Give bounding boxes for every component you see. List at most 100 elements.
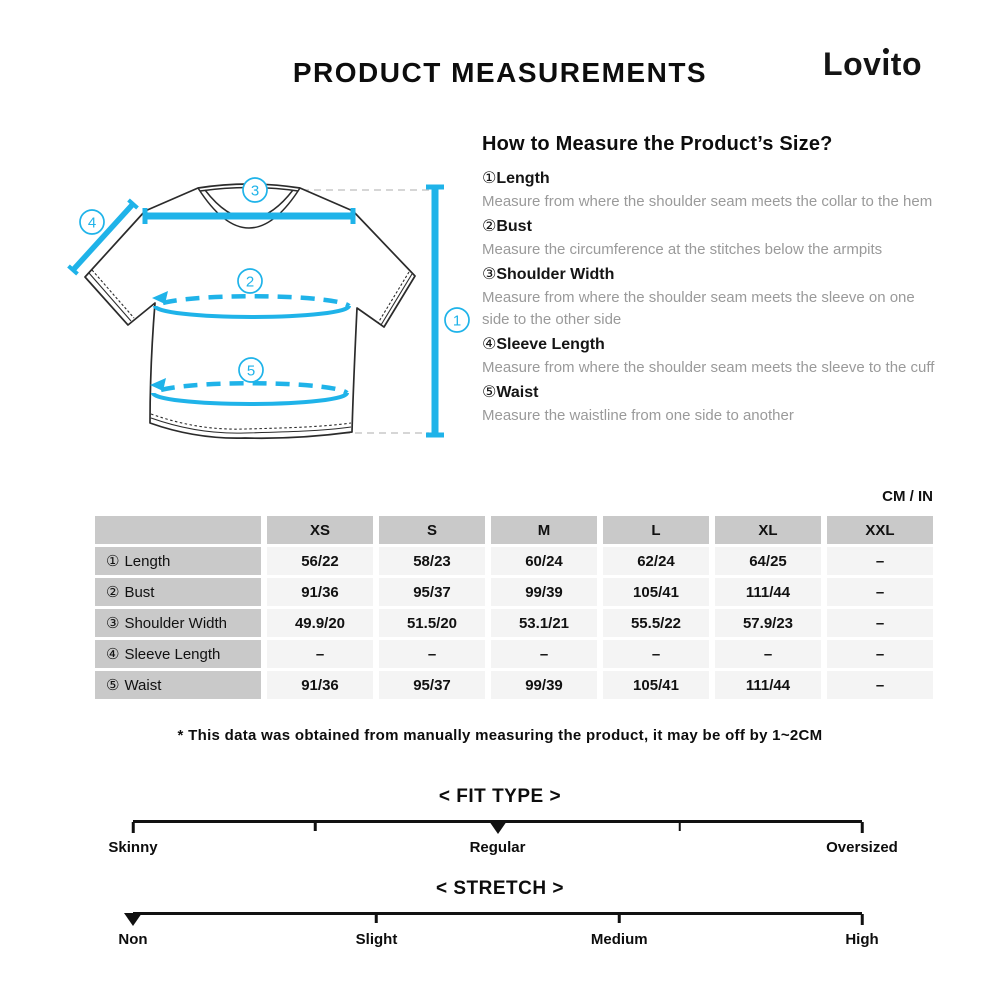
measure-item-waist: ⑤Waist Measure the waistline from one si… [482,381,944,427]
table-row-length: ① Length 56/22 58/23 60/24 62/24 64/25 – [95,547,933,575]
scale-label-slight: Slight [355,931,398,948]
column-header-s: S [379,516,485,544]
scale-label-non: Non [118,931,148,948]
unit-label: CM / IN [882,488,933,505]
scale-label-high: High [845,931,879,948]
shoulder-callout-number: 3 [251,183,259,200]
column-header-xs: XS [267,516,373,544]
measure-item-desc: Measure the waistline from one side to a… [482,407,794,424]
sleeve-length-line [67,198,139,276]
size-value-cell: 60/24 [491,547,597,575]
row-number: ⑤ [106,677,120,694]
scale-label-medium: Medium [590,931,648,948]
scale-tick [375,914,378,923]
diagram-callouts: 3 4 2 5 1 [79,177,470,383]
fit-type-title: < FIT TYPE > [438,786,562,807]
tshirt-outline [84,183,416,440]
measure-item-shoulder-width: ③Shoulder Width Measure from where the s… [482,263,944,331]
table-row-shoulder-width: ③ Shoulder Width 49.9/20 51.5/20 53.1/21 … [95,609,933,637]
size-table-container: XS S M L XL XXL ① Length 56/22 58/23 60/2… [89,513,939,702]
scale-tick [314,822,317,831]
measure-item-label: Sleeve Length [496,336,605,353]
row-label-text: Bust [124,584,155,601]
row-label-text: Sleeve Length [124,646,221,663]
table-row-bust: ② Bust 91/36 95/37 99/39 105/41 111/44 – [95,578,933,606]
measure-item-label: Bust [496,218,532,235]
scale-tick [617,914,621,923]
row-number: ② [106,584,120,601]
table-row-sleeve-length: ④ Sleeve Length – – – – – – [95,640,933,668]
page-title: PRODUCT MEASUREMENTS [292,57,708,88]
measure-item-sleeve-length: ④Sleeve Length Measure from where the sh… [482,333,944,379]
measure-item-desc: Measure from where the shoulder seam mee… [482,289,915,328]
row-label-text: Shoulder Width [124,615,228,632]
length-callout: 1 [444,307,470,333]
size-value-cell: 99/39 [491,671,597,699]
row-number: ④ [106,646,120,663]
shoulder-width-line [142,208,356,224]
fit-type-marker [488,821,507,834]
stretch-scale: Non Slight Medium High [118,912,879,948]
size-value-cell: – [827,640,933,668]
table-row-waist: ⑤ Waist 91/36 95/37 99/39 105/41 111/44 – [95,671,933,699]
bust-callout: 2 [237,268,263,294]
scale-label-skinny: Skinny [108,839,158,856]
measure-item-desc: Measure the circumference at the stitche… [482,241,883,258]
sleeve-callout-number: 4 [88,215,96,232]
size-value-cell: 91/36 [267,578,373,606]
stretch-title: < STRETCH > [436,878,564,899]
size-table: XS S M L XL XXL ① Length 56/22 58/23 60/2… [89,513,939,702]
size-value-cell: – [491,640,597,668]
how-to-measure-heading: How to Measure the Product’s Size? [482,133,833,155]
measurement-disclaimer: * This data was obtained from manually m… [177,727,823,744]
shoulder-callout: 3 [242,177,268,203]
size-value-cell: – [379,640,485,668]
measure-item-label: Shoulder Width [496,266,615,283]
length-callout-number: 1 [453,313,461,330]
size-value-cell: – [267,640,373,668]
size-table-header-row: XS S M L XL XXL [95,516,933,544]
corner-cell [95,516,261,544]
row-label-text: Length [124,553,171,570]
size-value-cell: 111/44 [715,578,821,606]
scale-label-oversized: Oversized [826,839,898,856]
brand-logo: Lovıto [823,46,922,83]
measurement-marks [67,184,444,438]
item-number: ② [482,218,497,235]
size-value-cell: 95/37 [379,671,485,699]
waist-callout: 5 [238,357,264,383]
waist-callout-number: 5 [247,363,255,380]
size-value-cell: 57.9/23 [715,609,821,637]
size-value-cell: 105/41 [603,578,709,606]
size-value-cell: 91/36 [267,671,373,699]
measure-item-bust: ②Bust Measure the circumference at the s… [482,215,944,261]
measure-item-label: Length [496,170,550,187]
size-value-cell: 95/37 [379,578,485,606]
how-to-measure-section: How to Measure the Product’s Size? ①Leng… [482,133,944,429]
scale-tick [860,822,864,833]
size-value-cell: – [827,671,933,699]
stretch-marker [124,913,142,926]
stitch-lines [88,269,413,434]
size-value-cell: – [827,547,933,575]
tshirt-diagram-svg: 3 4 2 5 1 [67,177,470,440]
bust-callout-number: 2 [246,274,254,291]
measure-item-label: Waist [496,384,539,401]
item-number: ③ [482,266,497,283]
row-number: ③ [106,615,120,632]
item-number: ⑤ [482,384,497,401]
length-line [426,184,444,438]
brand-text: to [890,46,922,82]
item-number: ① [482,170,497,187]
item-number: ④ [482,336,497,353]
size-value-cell: 111/44 [715,671,821,699]
size-value-cell: – [603,640,709,668]
scale-tick [860,914,864,925]
size-value-cell: 58/23 [379,547,485,575]
scale-tick [678,822,681,831]
tshirt-measurement-diagram: 3 4 2 5 1 [55,155,475,465]
size-value-cell: 105/41 [603,671,709,699]
column-header-l: L [603,516,709,544]
measure-item-desc: Measure from where the shoulder seam mee… [482,193,933,210]
